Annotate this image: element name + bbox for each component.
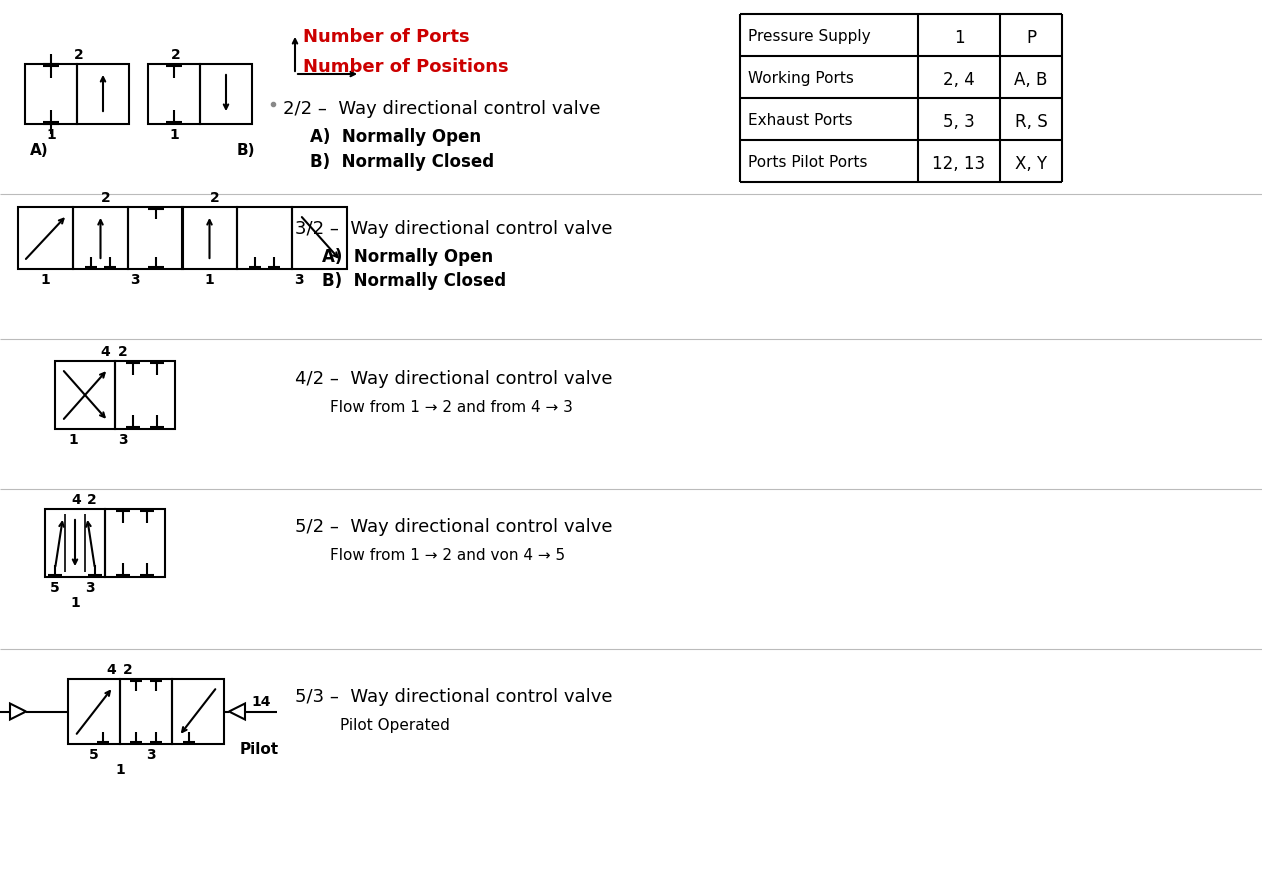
Text: X, Y: X, Y (1015, 155, 1047, 173)
Text: 3: 3 (146, 747, 155, 761)
Text: 2/2 –  Way directional control valve: 2/2 – Way directional control valve (283, 100, 601, 118)
Bar (115, 361, 175, 430)
Text: 5: 5 (50, 581, 59, 595)
Bar (120, 679, 172, 745)
Bar (18, 208, 73, 270)
Text: 12, 13: 12, 13 (933, 155, 986, 173)
Text: 2: 2 (87, 493, 97, 506)
Text: 2: 2 (122, 662, 133, 676)
Bar (237, 208, 292, 270)
Text: Ports Pilot Ports: Ports Pilot Ports (748, 155, 867, 170)
Text: A): A) (30, 143, 49, 158)
Text: Flow from 1 → 2 and from 4 → 3: Flow from 1 → 2 and from 4 → 3 (329, 400, 573, 415)
Text: Pressure Supply: Pressure Supply (748, 29, 871, 44)
Text: R, S: R, S (1015, 113, 1047, 131)
Bar (25, 65, 77, 125)
Text: 4: 4 (100, 345, 110, 359)
Text: 4: 4 (106, 662, 116, 676)
Text: 1: 1 (47, 128, 56, 142)
Bar (199, 65, 252, 125)
Text: Pilot Operated: Pilot Operated (339, 717, 449, 732)
Text: 2: 2 (209, 191, 220, 204)
Text: 1: 1 (954, 29, 964, 47)
Text: 1: 1 (204, 273, 215, 287)
Text: Working Ports: Working Ports (748, 71, 854, 86)
Bar (148, 65, 199, 125)
Text: 1: 1 (169, 128, 179, 142)
Text: A, B: A, B (1015, 71, 1047, 89)
Text: P: P (1026, 29, 1036, 47)
Text: 5: 5 (90, 747, 98, 761)
Text: Exhaust Ports: Exhaust Ports (748, 113, 853, 128)
Text: B): B) (237, 143, 255, 158)
Bar (182, 208, 237, 270)
Text: 5, 3: 5, 3 (943, 113, 974, 131)
Text: 1: 1 (71, 595, 80, 610)
Text: 1: 1 (40, 273, 50, 287)
Text: Flow from 1 → 2 and von 4 → 5: Flow from 1 → 2 and von 4 → 5 (329, 547, 565, 562)
Text: 2: 2 (74, 48, 83, 62)
Bar (73, 208, 127, 270)
Text: 14: 14 (251, 695, 271, 709)
Text: A)  Normally Open: A) Normally Open (322, 247, 493, 266)
Text: 1: 1 (68, 432, 78, 446)
Bar (45, 510, 105, 577)
Text: 3: 3 (119, 432, 127, 446)
Bar (77, 65, 129, 125)
Text: 2: 2 (101, 191, 110, 204)
Bar (68, 679, 120, 745)
Text: 3: 3 (130, 273, 140, 287)
Text: Pilot: Pilot (240, 742, 279, 757)
Bar (172, 679, 223, 745)
Text: 5/3 –  Way directional control valve: 5/3 – Way directional control valve (295, 688, 612, 705)
Text: A)  Normally Open: A) Normally Open (310, 128, 481, 146)
Text: 3: 3 (294, 273, 304, 287)
Bar (127, 208, 183, 270)
Text: 2, 4: 2, 4 (943, 71, 974, 89)
Text: 2: 2 (170, 48, 180, 62)
Bar (105, 510, 165, 577)
Text: B)  Normally Closed: B) Normally Closed (310, 153, 495, 171)
Bar (56, 361, 115, 430)
Text: Number of Ports: Number of Ports (303, 28, 469, 46)
Text: 3: 3 (85, 581, 95, 595)
Bar (292, 208, 347, 270)
Text: 5/2 –  Way directional control valve: 5/2 – Way directional control valve (295, 517, 612, 535)
Text: B)  Normally Closed: B) Normally Closed (322, 272, 506, 289)
Text: 4: 4 (71, 493, 81, 506)
Text: 3/2 –  Way directional control valve: 3/2 – Way directional control valve (295, 220, 612, 238)
Text: Number of Positions: Number of Positions (303, 58, 509, 76)
Text: 4/2 –  Way directional control valve: 4/2 – Way directional control valve (295, 369, 612, 388)
Text: 1: 1 (115, 762, 125, 776)
Text: 2: 2 (119, 345, 127, 359)
